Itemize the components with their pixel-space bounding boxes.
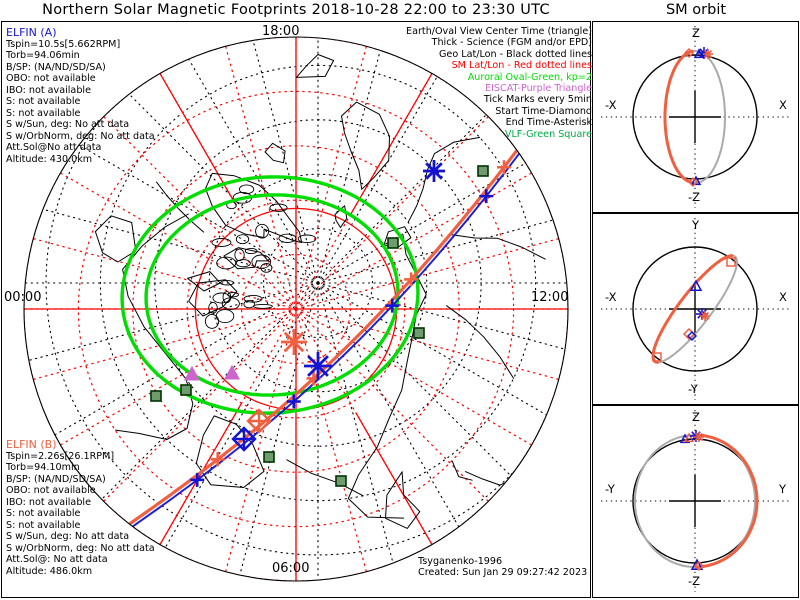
sm-orbit-zy-plot (601, 410, 790, 592)
sc-a-line-1: Torb=94.06min (6, 50, 80, 62)
sm2-label-right: X (779, 290, 787, 304)
credits-block: Tsyganenko-1996 Created: Sun Jan 29 09:2… (418, 556, 587, 579)
sc-a-line-8: S w/OrbNorm, deg: No att data (6, 130, 155, 142)
spacecraft-name-b: ELFIN (B) (6, 438, 57, 451)
model-name: Tsyganenko-1996 (418, 556, 503, 567)
sm1-label-right: X (779, 98, 787, 112)
sm-panel-zx-frame (592, 21, 799, 213)
sc-a-line-5: S: not available (6, 96, 81, 108)
mlt-label-06: 06:00 (272, 561, 310, 576)
sm1-label-left: -X (605, 98, 617, 112)
legend-item-8: End Time-Asterisk (505, 117, 592, 129)
sc-a-line-7: S w/Sun, deg: No att data (6, 119, 130, 131)
sc-b-line-8: S w/OrbNorm, deg: No att data (6, 542, 155, 554)
created-timestamp: Created: Sun Jan 29 09:27:42 2023 (418, 567, 588, 579)
sc-b-line-10: Altitude: 486.0km (6, 565, 93, 577)
sc-b-line-0: Tspin=2.26s[26.1RPM] (6, 451, 115, 462)
sc-a-line-9: Att.Sol@No att data (6, 142, 102, 154)
legend-item-6: Tick Marks every 5min (483, 94, 592, 106)
sc-b-line-6: S: not available (6, 519, 81, 531)
sc-b-line-5: S: not available (6, 508, 81, 520)
legend-item-7: Start Time-Diamond (495, 105, 592, 117)
sc-b-line-3: OBO: not available (6, 485, 96, 497)
sc-a-line-6: S: not available (6, 107, 81, 119)
sc-b-line-4: IBO: not available (6, 496, 91, 508)
sc-a-line-3: OBO: not available (6, 73, 96, 85)
map-legend: Earth/Oval View Center Time (triangle) T… (400, 26, 592, 140)
legend-item-9: VLF-Green Square (504, 128, 592, 140)
sm2-label-top: Y (692, 218, 700, 232)
spacecraft-panel-elfin-a: ELFIN (A) Tspin=10.5s[5.662RPM] Torb=94.… (6, 26, 155, 165)
map-frame (1, 21, 591, 598)
sc-b-line-9: Att.Sol@: No att data (6, 554, 108, 566)
sc-a-line-0: Tspin=10.5s[5.662RPM] (6, 39, 121, 50)
legend-item-5: EISCAT-Purple Triangle (485, 83, 592, 95)
legend-item-0: Earth/Oval View Center Time (triangle) (406, 26, 592, 37)
sc-b-line-7: S w/Sun, deg: No att data (6, 531, 130, 543)
spacecraft-name-a: ELFIN (A) (6, 26, 57, 39)
sm2-label-bottom: -Y (688, 382, 698, 396)
sm-orbit-zx-plot (601, 26, 790, 208)
sc-a-line-4: IBO: not available (6, 84, 91, 96)
sm-panel-zy-frame (592, 405, 799, 598)
sm3-label-bottom: -Z (688, 574, 701, 588)
sm-orbit-yx-plot (601, 218, 790, 400)
polar-footprint-map (23, 36, 569, 582)
spacecraft-panel-elfin-b: ELFIN (B) Tspin=2.26s[26.1RPM] Torb=94.1… (6, 438, 155, 577)
sc-b-line-2: B/SP: (NA/ND/SD/SA) (6, 473, 106, 485)
mlt-label-00: 00:00 (4, 290, 42, 305)
sm2-label-left: -X (605, 290, 617, 304)
page-title: Northern Solar Magnetic Footprints 2018-… (42, 2, 550, 18)
sm-panel-yx-frame (592, 213, 799, 405)
sm-orbit-title: SM orbit (665, 2, 727, 18)
sc-b-line-1: Torb=94.10min (6, 462, 80, 474)
mlt-label-12: 12:00 (531, 290, 569, 305)
sc-a-line-2: B/SP: (NA/ND/SD/SA) (6, 61, 106, 73)
legend-item-2: Geo Lat/Lon - Black dotted lines (438, 48, 592, 60)
legend-item-4: Auroral Oval-Green, kp=2 (467, 71, 592, 83)
sm1-label-top: Z (692, 26, 700, 40)
mlt-label-18: 18:00 (262, 24, 300, 39)
sc-a-line-10: Altitude: 430.0km (6, 153, 93, 165)
sm3-label-left: -Y (605, 482, 615, 496)
sm1-label-bottom: -Z (688, 190, 701, 204)
sm3-label-top: Z (692, 410, 700, 424)
sm3-label-right: Y (779, 482, 787, 496)
legend-item-3: SM Lat/Lon - Red dotted lines (451, 60, 592, 72)
legend-item-1: Thick - Science (FGM and/or EPD) (431, 37, 592, 49)
